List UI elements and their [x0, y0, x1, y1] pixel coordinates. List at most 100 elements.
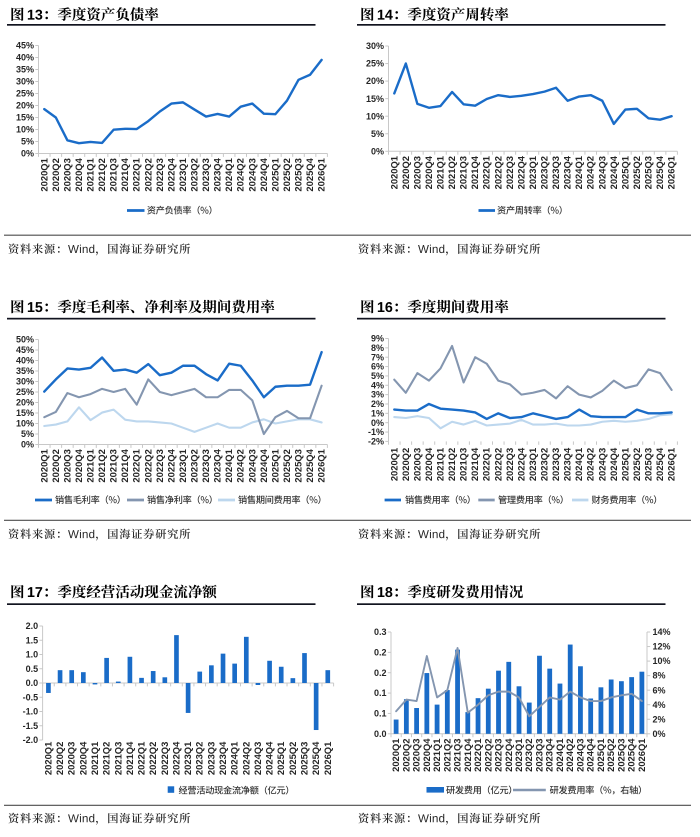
svg-text:2022Q1: 2022Q1: [481, 448, 492, 481]
svg-text:2022Q2: 2022Q2: [492, 448, 503, 481]
svg-text:2025Q2: 2025Q2: [281, 449, 292, 482]
svg-text:20%: 20%: [366, 76, 384, 86]
svg-text:3%: 3%: [371, 390, 384, 400]
svg-text:2022Q2: 2022Q2: [147, 742, 158, 775]
svg-text:30%: 30%: [366, 41, 384, 51]
svg-text:0.0: 0.0: [26, 678, 39, 688]
svg-text:2024Q3: 2024Q3: [252, 742, 263, 775]
svg-text:10%: 10%: [366, 111, 384, 121]
svg-text:0.0: 0.0: [374, 729, 387, 739]
svg-text:2025Q1: 2025Q1: [269, 158, 280, 191]
svg-text:2024Q2: 2024Q2: [235, 158, 246, 191]
svg-text:0%: 0%: [371, 146, 384, 156]
svg-text:12%: 12%: [653, 642, 671, 652]
svg-text:2025Q1: 2025Q1: [595, 739, 606, 772]
svg-text:2025Q4: 2025Q4: [304, 448, 315, 482]
svg-text:2025Q4: 2025Q4: [654, 155, 665, 189]
svg-text:5%: 5%: [371, 129, 384, 139]
svg-text:25%: 25%: [16, 89, 34, 99]
svg-text:35%: 35%: [16, 65, 34, 75]
svg-text:2023Q1: 2023Q1: [177, 449, 188, 482]
svg-text:2025Q4: 2025Q4: [654, 447, 665, 481]
svg-text:6%: 6%: [653, 685, 666, 695]
svg-text:2024Q2: 2024Q2: [585, 156, 596, 189]
svg-text:2023Q4: 2023Q4: [212, 157, 223, 191]
svg-text:2021Q3: 2021Q3: [108, 449, 119, 482]
svg-text:-2%: -2%: [368, 437, 384, 447]
svg-text:2020Q1: 2020Q1: [42, 742, 53, 775]
svg-text:2021Q4: 2021Q4: [124, 741, 135, 775]
svg-text:0.1: 0.1: [374, 709, 387, 719]
svg-text:2026Q1: 2026Q1: [316, 158, 327, 191]
svg-text:2020Q3: 2020Q3: [66, 742, 77, 775]
svg-text:2020Q3: 2020Q3: [411, 448, 422, 481]
svg-text:2020Q4: 2020Q4: [423, 447, 434, 481]
svg-text:5%: 5%: [21, 137, 34, 147]
svg-text:20%: 20%: [16, 398, 34, 408]
svg-text:2022Q4: 2022Q4: [503, 738, 514, 772]
svg-text:40%: 40%: [16, 356, 34, 366]
svg-text:10%: 10%: [653, 656, 671, 666]
svg-text:0.5: 0.5: [26, 664, 39, 674]
svg-text:2024Q1: 2024Q1: [229, 742, 240, 775]
svg-text:2023Q2: 2023Q2: [194, 742, 205, 775]
svg-text:2020Q4: 2020Q4: [421, 738, 432, 772]
svg-text:15%: 15%: [366, 94, 384, 104]
svg-text:2023Q3: 2023Q3: [200, 158, 211, 191]
svg-text:15%: 15%: [16, 408, 34, 418]
svg-text:2022Q2: 2022Q2: [142, 158, 153, 191]
svg-text:2024Q2: 2024Q2: [564, 739, 575, 772]
svg-text:-1.0: -1.0: [23, 707, 39, 717]
svg-text:0.2: 0.2: [374, 668, 387, 678]
svg-text:2021Q2: 2021Q2: [96, 158, 107, 191]
svg-text:14%: 14%: [653, 627, 671, 637]
svg-text:35%: 35%: [16, 366, 34, 376]
svg-text:2021Q4: 2021Q4: [119, 157, 130, 191]
svg-text:50%: 50%: [16, 335, 34, 345]
svg-text:2024Q3: 2024Q3: [246, 158, 257, 191]
svg-text:2024Q4: 2024Q4: [258, 448, 269, 482]
svg-text:30%: 30%: [16, 77, 34, 87]
svg-text:2022Q3: 2022Q3: [154, 449, 165, 482]
svg-text:1.0: 1.0: [26, 650, 39, 660]
svg-text:2021Q4: 2021Q4: [462, 738, 473, 772]
svg-text:2021Q3: 2021Q3: [108, 158, 119, 191]
svg-text:2021Q4: 2021Q4: [119, 448, 130, 482]
svg-text:2025Q2: 2025Q2: [281, 158, 292, 191]
svg-text:0%: 0%: [21, 440, 34, 450]
svg-text:2024Q3: 2024Q3: [574, 739, 585, 772]
svg-text:2024Q1: 2024Q1: [573, 448, 584, 481]
svg-text:2021Q4: 2021Q4: [469, 447, 480, 481]
svg-text:2025Q4: 2025Q4: [626, 738, 637, 772]
svg-text:2023Q2: 2023Q2: [539, 448, 550, 481]
svg-text:2025Q2: 2025Q2: [287, 742, 298, 775]
svg-text:2022Q2: 2022Q2: [492, 156, 503, 189]
svg-text:2020Q2: 2020Q2: [400, 448, 411, 481]
svg-text:2025Q2: 2025Q2: [631, 156, 642, 189]
svg-text:2024Q3: 2024Q3: [246, 449, 257, 482]
svg-text:2023Q1: 2023Q1: [182, 742, 193, 775]
svg-text:2023Q2: 2023Q2: [523, 739, 534, 772]
svg-text:8%: 8%: [653, 671, 666, 681]
svg-text:2026Q1: 2026Q1: [322, 742, 333, 775]
svg-text:45%: 45%: [16, 345, 34, 355]
svg-text:2020Q4: 2020Q4: [73, 157, 84, 191]
svg-text:2020Q2: 2020Q2: [54, 742, 65, 775]
svg-text:2020Q2: 2020Q2: [400, 156, 411, 189]
svg-text:-0.5: -0.5: [23, 692, 39, 702]
svg-text:45%: 45%: [16, 41, 34, 51]
svg-text:2%: 2%: [653, 714, 666, 724]
svg-text:2021Q1: 2021Q1: [89, 742, 100, 775]
svg-text:2023Q4: 2023Q4: [544, 738, 555, 772]
svg-text:2025Q3: 2025Q3: [293, 158, 304, 191]
svg-text:25%: 25%: [16, 387, 34, 397]
svg-text:2025Q3: 2025Q3: [643, 448, 654, 481]
svg-text:10%: 10%: [16, 125, 34, 135]
svg-text:2021Q1: 2021Q1: [431, 739, 442, 772]
svg-text:30%: 30%: [16, 377, 34, 387]
svg-text:2020Q2: 2020Q2: [400, 739, 411, 772]
svg-text:2021Q3: 2021Q3: [458, 156, 469, 189]
svg-text:2%: 2%: [371, 399, 384, 409]
svg-text:2021Q1: 2021Q1: [85, 449, 96, 482]
svg-text:5%: 5%: [371, 371, 384, 381]
